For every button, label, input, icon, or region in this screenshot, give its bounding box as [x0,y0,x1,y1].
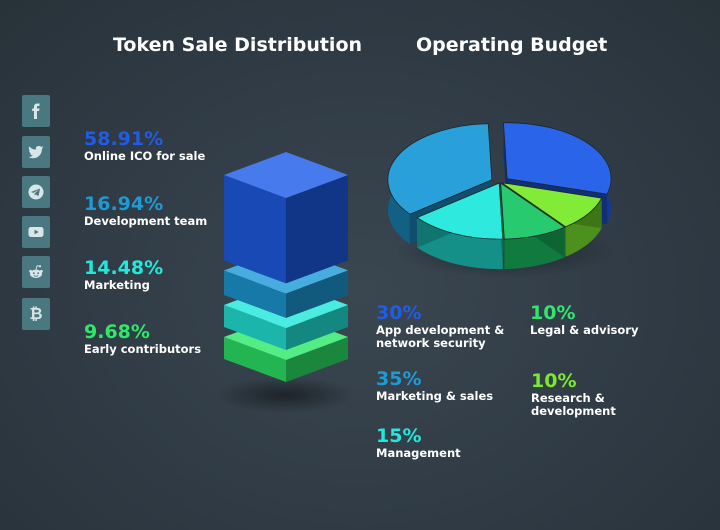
budget-slice-top [503,122,612,195]
budget-slice-5 [416,182,504,270]
token-stat-label: Online ICO for sale [84,149,206,163]
budget-stat-value: 30% [376,302,422,324]
token-block-left-face [224,175,286,284]
budget-stat-legal-advisory: 10% Legal & advisory [530,302,638,337]
youtube-icon [28,227,44,237]
token-block-right-face [286,305,348,350]
token-stat-value: 14.48% [84,257,164,279]
token-block-right-face [286,270,348,318]
budget-slice-top [500,182,566,240]
token-stat-label: Early contributors [84,342,202,356]
bitcoin-button[interactable]: ₿ [22,298,50,330]
budget-stat-label-line: Research & [531,391,605,405]
budget-stat-label-line: Legal & advisory [530,323,639,337]
budget-stat-label-line: network security [376,336,486,350]
token-block-top-face [224,152,348,199]
token-stat-value: 16.94% [84,193,164,215]
youtube-button[interactable] [22,216,50,248]
facebook-icon [32,103,40,119]
pyramid-shadow [215,377,355,413]
token-block-1 [224,152,348,284]
token-stat-early-contributors: 9.68% Early contributors [84,321,201,356]
budget-slice-top [416,182,504,240]
twitter-button[interactable] [22,136,50,168]
budget-slice-cut-face [500,183,505,270]
token-stat-marketing: 14.48% Marketing [84,257,163,292]
reddit-button[interactable] [22,256,50,288]
budget-slice-top [501,182,603,228]
budget-stat-app-development: 30% App development & network security [376,302,504,350]
token-block-right-face [286,175,348,284]
token-sale-title: Token Sale Distribution [113,34,363,56]
budget-stat-marketing-sales: 35% Marketing & sales [376,368,493,403]
token-stat-label: Development team [84,214,208,228]
budget-stat-value: 15% [376,425,422,447]
token-stat-development-team: 16.94% Development team [84,193,207,228]
bitcoin-icon: ₿ [29,304,43,323]
token-stat-online-ico: 58.91% Online ICO for sale [84,128,205,163]
reddit-icon [29,265,43,278]
operating-budget-title: Operating Budget [416,34,608,56]
budget-slice-2 [500,182,566,270]
token-block-left-face [224,305,286,350]
budget-slice-top [387,123,493,215]
budget-stat-label-line: App development & [376,323,505,337]
token-stat-value: 58.91% [84,128,164,150]
token-stat-value: 9.68% [84,321,150,343]
token-stat-label: Marketing [84,278,150,292]
budget-stat-value: 10% [530,302,576,324]
budget-stat-label-line: development [531,404,616,418]
budget-stat-label-line: Marketing & sales [376,389,494,403]
facebook-button[interactable] [22,95,50,127]
telegram-icon [28,184,44,200]
budget-stat-value: 10% [531,370,577,392]
budget-stat-value: 35% [376,368,422,390]
budget-stat-research-development: 10% Research & development [531,370,616,418]
telegram-button[interactable] [22,176,50,208]
token-block-left-face [224,270,286,318]
token-block-left-face [224,337,286,382]
token-block-right-face [286,337,348,382]
twitter-icon [28,145,44,159]
budget-stat-label-line: Management [376,446,461,460]
budget-stat-management: 15% Management [376,425,461,460]
